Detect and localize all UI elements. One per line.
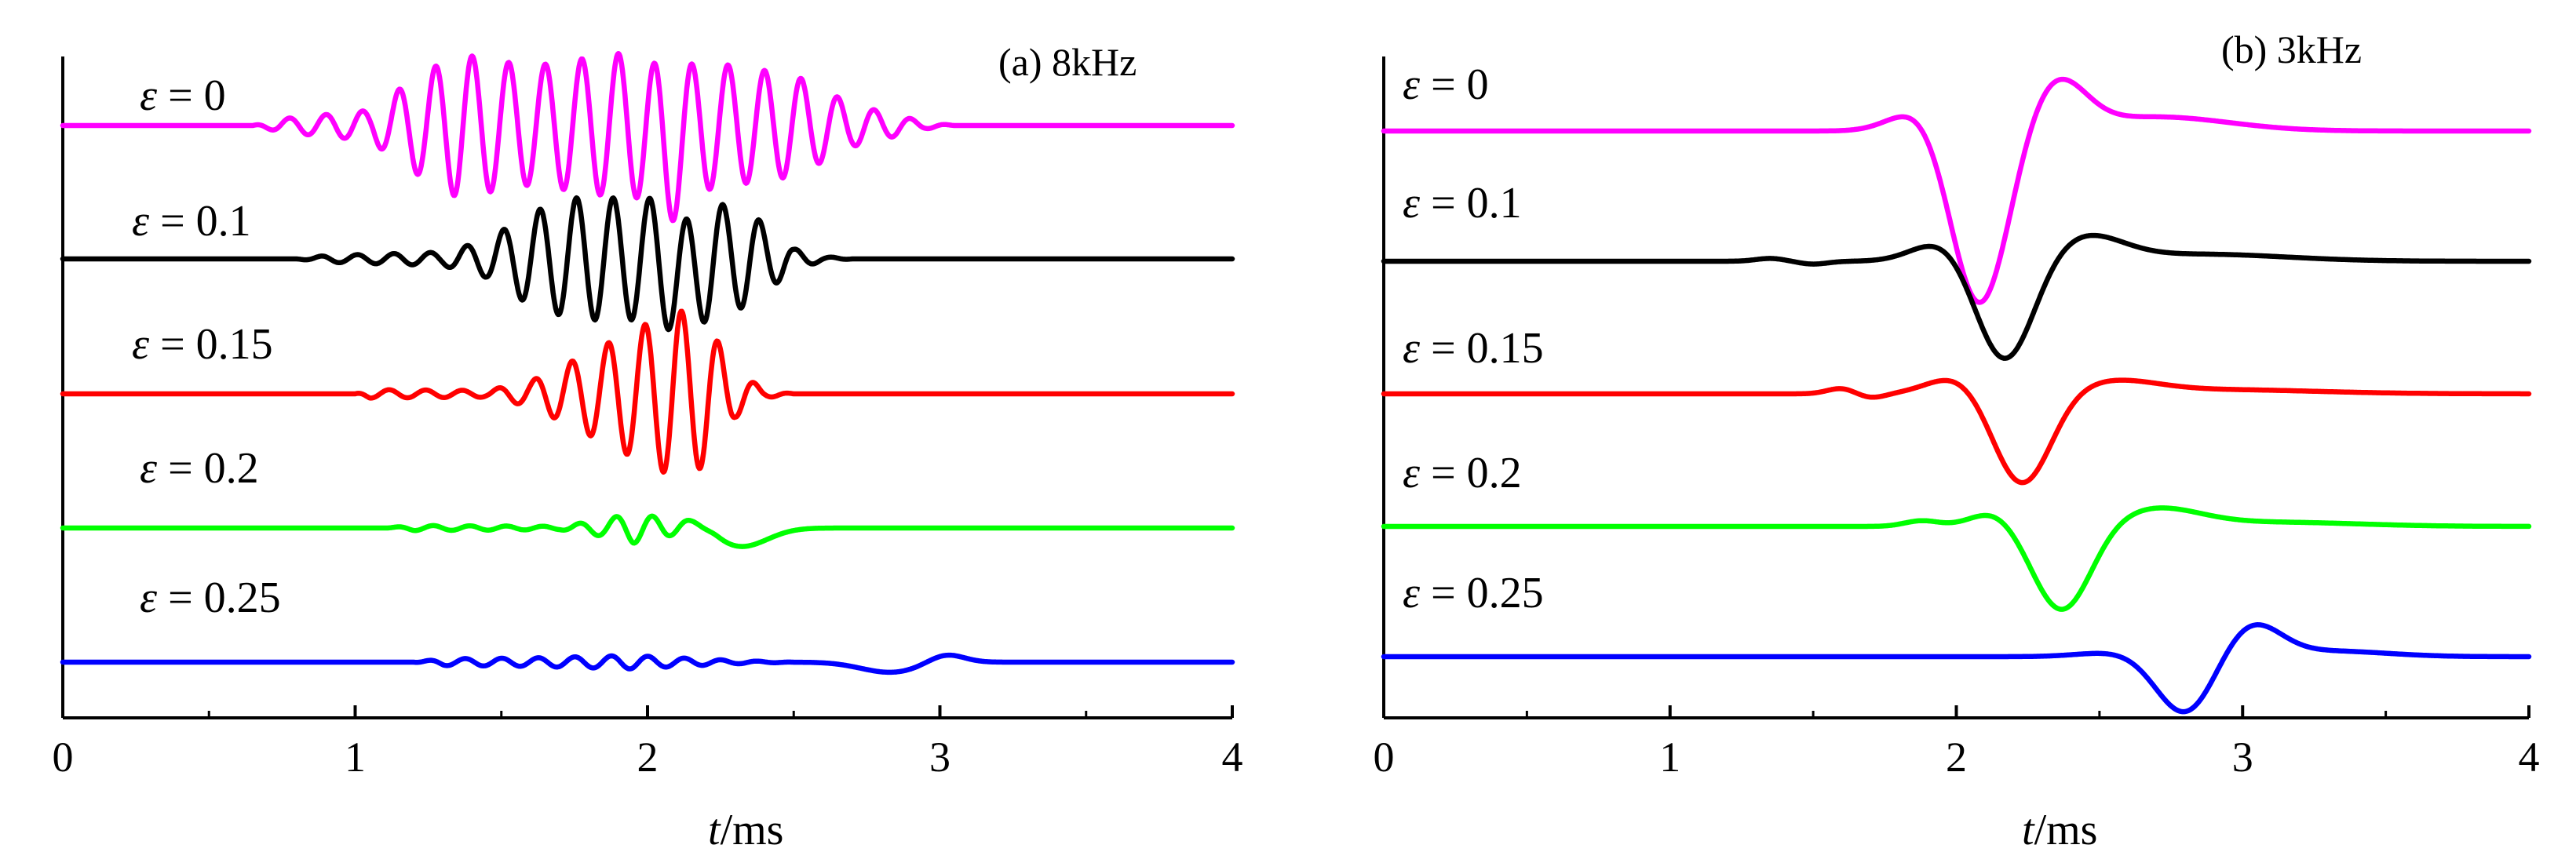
- panel-b-title: (b) 3kHz: [2221, 27, 2362, 71]
- x-tick-label-4: 4: [1222, 734, 1243, 781]
- series-label-value: = 0.25: [1420, 569, 1544, 617]
- series-line-3: [1381, 505, 2532, 612]
- x-tick-label-0: 0: [1374, 734, 1395, 781]
- series-line-0: [60, 50, 1235, 224]
- x-tick-label-3: 3: [2232, 734, 2253, 781]
- series-line-4: [60, 652, 1235, 675]
- panel-b-xlabel: t/ms: [2022, 806, 2097, 854]
- series-label-symbol: ε: [1403, 60, 1421, 109]
- series-label-3: ε = 0.2: [140, 444, 259, 493]
- series-label-symbol: ε: [1403, 569, 1421, 617]
- x-tick-label-0: 0: [53, 734, 74, 781]
- series-line-1: [1381, 232, 2532, 361]
- series-label-value: = 0.2: [1420, 449, 1522, 497]
- series-line-1: [60, 195, 1235, 333]
- panel-b-x-ticks: 0 1 2 3 4: [1374, 705, 2540, 781]
- x-tick-label-2: 2: [637, 734, 659, 781]
- series-label-1: ε = 0.1: [132, 197, 251, 246]
- series-label-value: = 0.1: [149, 197, 251, 246]
- series-label-value: = 0.2: [157, 444, 259, 493]
- panel-a-xlabel-symbol: t: [708, 806, 721, 854]
- panel-b-series-labels: ε = 0ε = 0.1ε = 0.15ε = 0.2ε = 0.25: [1403, 60, 1544, 617]
- series-label-value: = 0.15: [1420, 324, 1544, 373]
- series-label-symbol: ε: [132, 320, 150, 369]
- series-label-symbol: ε: [140, 574, 158, 622]
- series-line-4: [1381, 622, 2532, 715]
- series-label-value: = 0.1: [1420, 179, 1522, 228]
- series-label-symbol: ε: [132, 197, 150, 246]
- series-label-2: ε = 0.15: [1403, 324, 1544, 373]
- x-tick-label-1: 1: [345, 734, 366, 781]
- series-label-value: = 0.25: [157, 574, 281, 622]
- series-label-0: ε = 0: [140, 71, 226, 120]
- panel-b-xlabel-unit: /ms: [2034, 806, 2098, 854]
- series-line-0: [1381, 76, 2532, 305]
- series-label-symbol: ε: [1403, 179, 1421, 228]
- panel-a-title: (a) 8kHz: [998, 40, 1137, 84]
- series-label-4: ε = 0.25: [140, 574, 281, 622]
- series-label-value: = 0: [1420, 60, 1489, 109]
- x-tick-label-4: 4: [2519, 734, 2540, 781]
- x-tick-label-3: 3: [929, 734, 950, 781]
- series-label-value: = 0: [157, 71, 226, 120]
- panel-a-traces: [60, 50, 1235, 675]
- panel-a-series-labels: ε = 0ε = 0.1ε = 0.15ε = 0.2ε = 0.25: [132, 71, 281, 622]
- series-label-4: ε = 0.25: [1403, 569, 1544, 617]
- series-line-2: [60, 308, 1235, 475]
- series-label-symbol: ε: [1403, 324, 1421, 373]
- series-label-1: ε = 0.1: [1403, 179, 1522, 228]
- panel-b-traces: [1381, 76, 2532, 715]
- x-tick-label-1: 1: [1659, 734, 1680, 781]
- panel-a-x-ticks: 0 1 2 3 4: [53, 705, 1243, 781]
- series-label-symbol: ε: [140, 71, 158, 120]
- series-label-3: ε = 0.2: [1403, 449, 1522, 497]
- series-label-value: = 0.15: [149, 320, 273, 369]
- series-line-3: [60, 513, 1235, 549]
- x-tick-label-2: 2: [1946, 734, 1967, 781]
- series-label-symbol: ε: [140, 444, 158, 493]
- series-label-symbol: ε: [1403, 449, 1421, 497]
- series-label-0: ε = 0: [1403, 60, 1489, 109]
- panel-a-xlabel: t/ms: [708, 806, 783, 854]
- series-label-2: ε = 0.15: [132, 320, 273, 369]
- series-line-2: [1381, 377, 2532, 486]
- panel-a-xlabel-unit: /ms: [721, 806, 784, 854]
- panel-b-xlabel-symbol: t: [2022, 806, 2035, 854]
